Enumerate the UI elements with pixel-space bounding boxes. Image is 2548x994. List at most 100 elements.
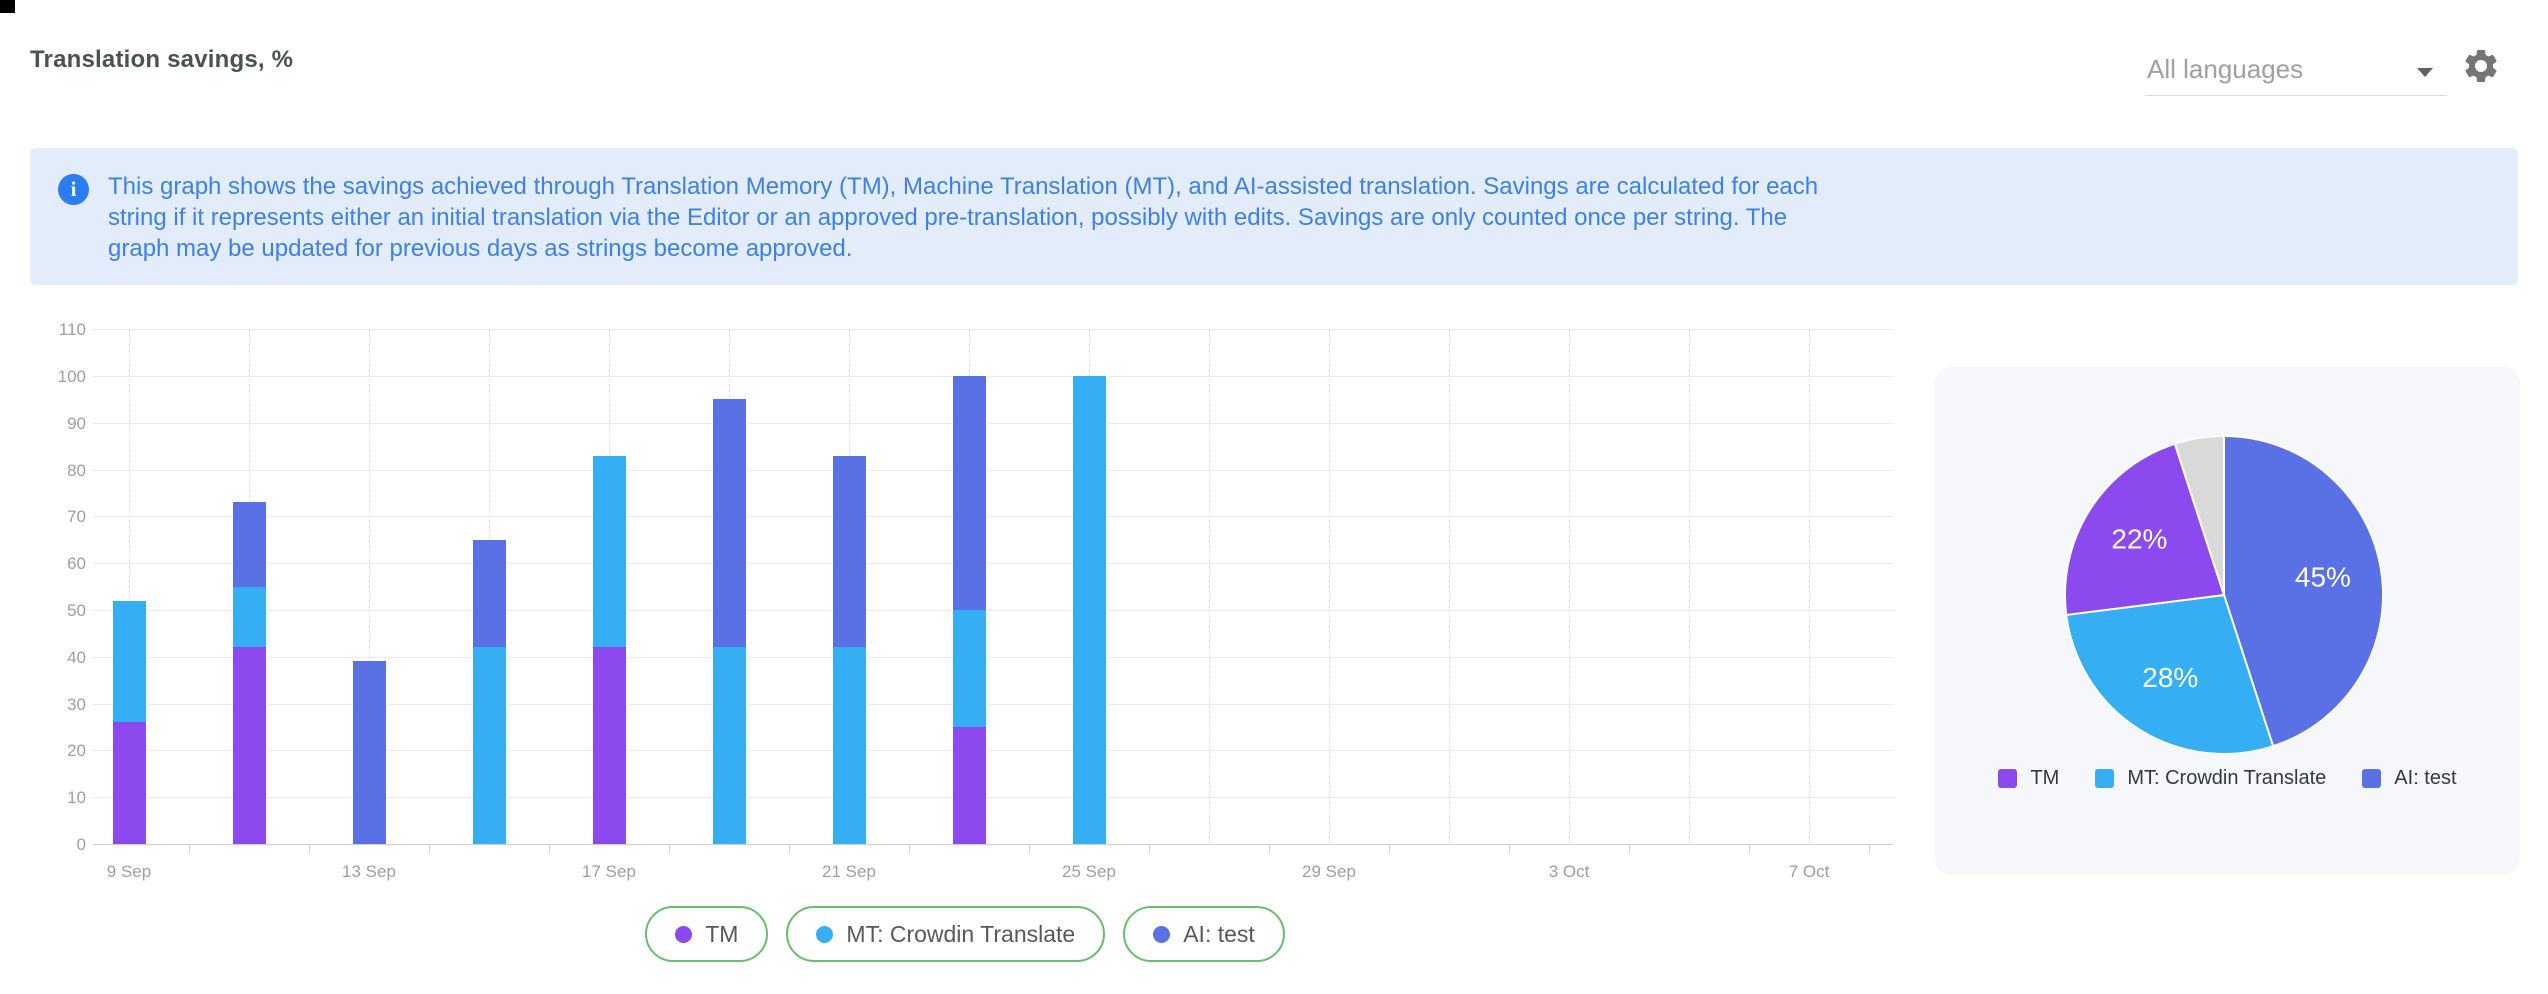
- settings-button[interactable]: [2461, 46, 2501, 86]
- y-axis-label: 110: [58, 320, 86, 340]
- x-axis-tick: [1269, 845, 1270, 853]
- x-axis-tick: [429, 845, 430, 853]
- y-axis-label: 40: [67, 647, 86, 667]
- bar-segment[interactable]: [952, 610, 986, 727]
- x-axis-label: 3 Oct: [1548, 862, 1590, 881]
- legend-pill[interactable]: MT: Crowdin Translate: [786, 906, 1106, 962]
- legend-dot-icon: [816, 925, 834, 943]
- bar-segment[interactable]: [592, 647, 626, 844]
- pie-legend-label: MT: Crowdin Translate: [2127, 767, 2327, 789]
- legend-pill[interactable]: TM: [645, 906, 769, 962]
- bar-segment[interactable]: [112, 722, 146, 844]
- y-gridline: [93, 610, 1893, 611]
- bar-chart-legend: TM MT: Crowdin Translate AI: test: [0, 906, 1930, 962]
- bar-segment[interactable]: [232, 586, 266, 648]
- pie-legend-item[interactable]: MT: Crowdin Translate: [2095, 767, 2326, 790]
- pie-legend-item[interactable]: TM: [1998, 767, 2059, 790]
- legend-pill[interactable]: AI: test: [1123, 906, 1285, 962]
- x-gridline: [1689, 329, 1690, 844]
- y-gridline: [93, 563, 1893, 565]
- y-gridline: [93, 469, 1893, 471]
- bar-segment[interactable]: [352, 661, 386, 844]
- y-gridline: [93, 656, 1893, 658]
- pie-slice[interactable]: [2173, 435, 2225, 596]
- legend-dot-icon: [675, 925, 693, 943]
- y-axis-label: 0: [76, 835, 86, 854]
- x-axis-tick: [1509, 845, 1510, 853]
- bar-segment[interactable]: [952, 727, 986, 844]
- pie-legend: TM MT: Crowdin Translate AI: test: [1935, 767, 2520, 790]
- y-axis-label: 10: [67, 788, 86, 808]
- bar-segment[interactable]: [712, 399, 746, 648]
- x-gridline: [1449, 329, 1450, 844]
- x-axis-tick: [189, 845, 190, 853]
- x-axis-tick: [1029, 845, 1030, 853]
- pie-slice-label: 22%: [2111, 524, 2167, 555]
- pie-legend-swatch-icon: [2095, 769, 2115, 788]
- x-axis-label: 13 Sep: [342, 862, 396, 881]
- pie-legend-swatch-icon: [1998, 769, 2018, 788]
- y-gridline: [93, 329, 1893, 331]
- y-axis-label: 90: [67, 413, 86, 433]
- pie-slice[interactable]: [2065, 594, 2275, 755]
- bar-segment[interactable]: [232, 647, 266, 844]
- x-axis-tick: [1749, 845, 1750, 853]
- bar-segment[interactable]: [592, 455, 626, 648]
- bar-segment[interactable]: [472, 647, 506, 844]
- pie-legend-label: TM: [2030, 767, 2060, 789]
- x-axis-label: 17 Sep: [582, 862, 636, 881]
- savings-pie-chart: 45% 28% 22%: [2063, 435, 2384, 755]
- x-axis-tick: [1629, 845, 1630, 853]
- x-gridline: [1569, 329, 1570, 844]
- language-selector[interactable]: All languages: [2145, 48, 2447, 96]
- bar-segment[interactable]: [232, 502, 266, 587]
- page-title: Translation savings, %: [30, 46, 294, 73]
- x-gridline: [1809, 329, 1810, 844]
- bar-segment[interactable]: [712, 647, 746, 844]
- x-axis-label: 7 Oct: [1788, 862, 1830, 881]
- x-axis-tick: [309, 845, 310, 853]
- legend-pill-label: MT: Crowdin Translate: [846, 920, 1076, 947]
- pie-slice-label: 45%: [2295, 562, 2351, 593]
- x-axis-label: 21 Sep: [822, 862, 876, 881]
- x-axis-tick: [1149, 845, 1150, 853]
- screen-corner-artifact: [0, 0, 15, 13]
- pie-legend-label: AI: test: [2394, 767, 2457, 789]
- pie-slice[interactable]: [2223, 435, 2384, 748]
- pie-legend-swatch-icon: [2362, 769, 2382, 788]
- x-axis-tick: [669, 845, 670, 853]
- x-gridline: [1329, 329, 1330, 844]
- language-selector-value: All languages: [2147, 54, 2304, 84]
- y-gridline: [93, 516, 1893, 518]
- y-axis-label: 60: [67, 554, 86, 574]
- bar-segment[interactable]: [952, 376, 986, 610]
- x-axis-tick: [909, 845, 910, 853]
- x-axis-tick: [789, 845, 790, 853]
- info-banner: i This graph shows the savings achieved …: [30, 148, 2518, 285]
- bar-segment[interactable]: [832, 647, 866, 844]
- y-gridline: [93, 422, 1893, 424]
- x-axis-tick: [1869, 845, 1870, 853]
- y-axis-label: 70: [67, 507, 86, 527]
- legend-dot-icon: [1153, 925, 1171, 943]
- x-axis-label: 29 Sep: [1302, 862, 1356, 881]
- x-gridline: [1209, 329, 1210, 844]
- legend-pill-label: AI: test: [1183, 920, 1255, 947]
- x-axis-tick: [549, 845, 550, 853]
- y-gridline: [93, 376, 1893, 377]
- pie-slice-label: 28%: [2142, 662, 2198, 693]
- y-axis-label: 20: [67, 741, 86, 761]
- bar-segment[interactable]: [1072, 376, 1106, 844]
- pie-legend-item[interactable]: AI: test: [2362, 767, 2457, 790]
- pie-slice[interactable]: [2063, 442, 2225, 616]
- y-axis-label: 80: [67, 460, 86, 480]
- gear-icon: [2461, 46, 2501, 86]
- legend-pill-label: TM: [705, 920, 739, 947]
- info-banner-text: This graph shows the savings achieved th…: [108, 173, 1819, 262]
- y-axis-label: 30: [67, 694, 86, 714]
- x-axis-label: 25 Sep: [1062, 862, 1116, 881]
- bar-segment[interactable]: [472, 539, 506, 648]
- bar-segment[interactable]: [832, 455, 866, 648]
- bar-segment[interactable]: [112, 600, 146, 723]
- y-axis-label: 100: [57, 367, 86, 386]
